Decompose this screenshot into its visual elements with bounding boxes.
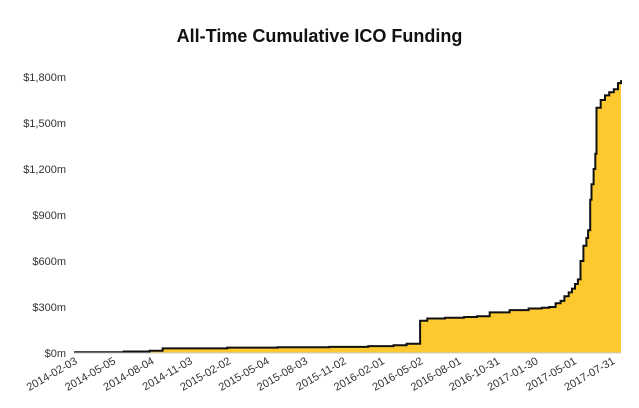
- y-tick-label: $600m: [32, 256, 66, 268]
- y-tick-label: $1,500m: [23, 118, 66, 130]
- y-tick-label: $1,800m: [23, 72, 66, 84]
- y-axis-ticks: $0m $300m $600m $900m $1,200m $1,500m $1,800m: [23, 72, 66, 360]
- y-tick-label: $1,200m: [23, 164, 66, 176]
- y-tick-label: $900m: [32, 210, 66, 222]
- series-line: [74, 80, 622, 354]
- chart-title: All-Time Cumulative ICO Funding: [176, 26, 463, 46]
- x-axis-ticks: 2014-02-032014-05-052014-08-042014-11-03…: [25, 355, 617, 394]
- area-fill: [74, 80, 621, 353]
- y-tick-label: $300m: [32, 302, 66, 314]
- y-tick-label: $0m: [45, 348, 66, 360]
